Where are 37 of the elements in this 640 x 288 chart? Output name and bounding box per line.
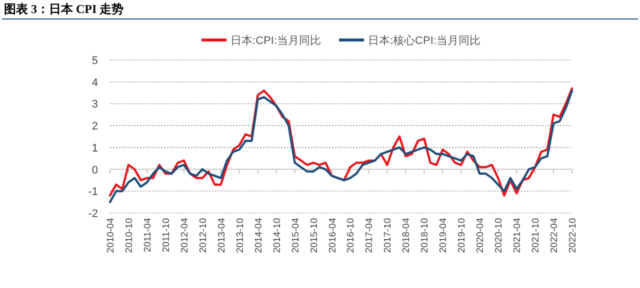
x-tick-label: 2013-10 [234,218,246,253]
x-tick-label: 2017-10 [382,218,394,253]
y-tick-label: -2 [88,208,98,220]
y-tick-label: 0 [92,164,98,176]
y-tick-label: -1 [88,186,98,198]
x-tick-label: 2014-10 [272,218,283,253]
x-tick-label: 2015-10 [308,218,320,253]
y-tick-label: 5 [92,55,98,67]
x-tick-label: 2021-04 [512,218,524,253]
x-tick-label: 2022-04 [549,218,560,253]
x-tick-label: 2018-04 [401,218,412,253]
x-tick-label: 2020-04 [475,218,486,253]
x-tick-label: 2019-04 [438,218,450,253]
y-tick-label: 1 [92,142,98,154]
x-tick-label: 2017-04 [364,218,376,253]
x-tick-label: 2016-04 [327,218,338,253]
x-tick-label: 2012-10 [198,218,209,253]
legend-label: 日本:CPI:当月同比 [230,34,321,47]
x-tick-label: 2021-10 [530,218,542,253]
x-tick-label: 2010-04 [106,218,116,253]
x-tick-label: 2022-10 [568,218,578,253]
x-tick-label: 2019-10 [456,218,468,253]
x-tick-label: 2014-04 [253,218,264,253]
x-tick-label: 2015-04 [290,218,302,253]
y-tick-label: 2 [92,120,98,133]
y-tick-label: 3 [92,98,98,111]
x-tick-label: 2010-10 [124,218,135,253]
y-tick-label: 4 [92,76,98,89]
chart-title: 图表 3：日本 CPI 走势 [4,2,124,16]
x-tick-label: 2012-04 [179,218,190,253]
x-tick-label: 2011-04 [142,218,154,252]
legend-label: 日本:核心CPI:当月同比 [368,34,480,47]
x-tick-label: 2011-10 [160,218,172,252]
x-tick-label: 2020-10 [494,218,505,253]
x-tick-label: 2013-04 [216,218,228,253]
x-tick-label: 2018-10 [420,218,431,253]
x-tick-label: 2016-10 [346,218,357,253]
